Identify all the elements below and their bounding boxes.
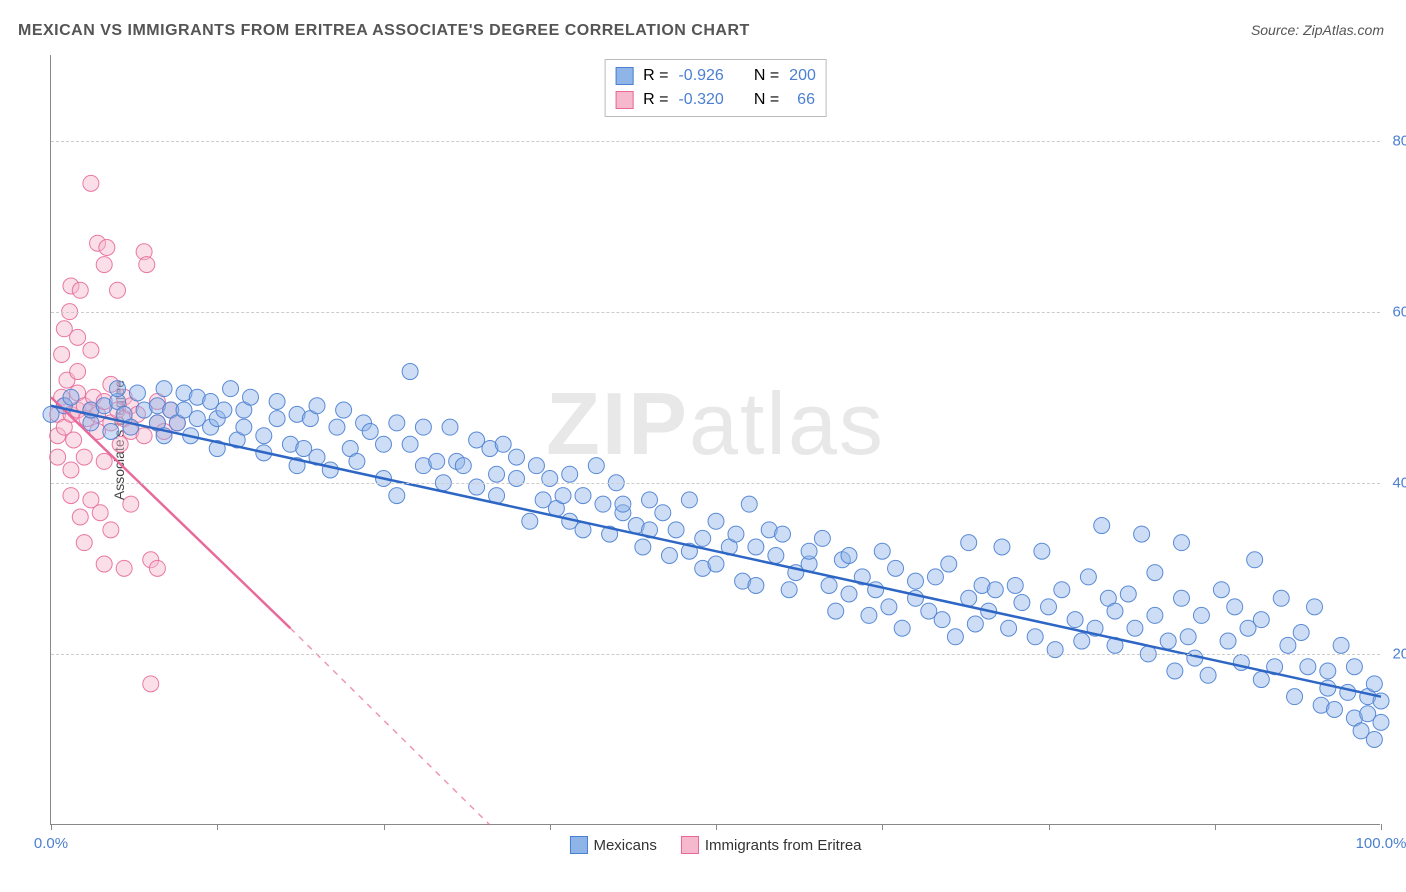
legend-label: Immigrants from Eritrea xyxy=(705,837,862,854)
chart-svg xyxy=(51,55,1380,824)
legend-bottom: Mexicans Immigrants from Eritrea xyxy=(569,836,861,854)
xtick-label: 0.0% xyxy=(34,835,68,852)
xtick-label: 100.0% xyxy=(1356,835,1406,852)
legend-label: Mexicans xyxy=(593,837,656,854)
legend-item: Mexicans xyxy=(569,836,656,854)
legend-item: Immigrants from Eritrea xyxy=(681,836,862,854)
plot-area: Associate's Degree ZIPatlas R = -0.926 N… xyxy=(50,55,1380,825)
ytick-label: 20.0% xyxy=(1392,645,1406,662)
swatch-icon xyxy=(681,836,699,854)
ytick-label: 60.0% xyxy=(1392,303,1406,320)
ytick-label: 40.0% xyxy=(1392,474,1406,491)
source-label: Source: ZipAtlas.com xyxy=(1251,22,1384,38)
swatch-icon xyxy=(569,836,587,854)
chart-title: MEXICAN VS IMMIGRANTS FROM ERITREA ASSOC… xyxy=(18,22,750,40)
ytick-label: 80.0% xyxy=(1392,132,1406,149)
